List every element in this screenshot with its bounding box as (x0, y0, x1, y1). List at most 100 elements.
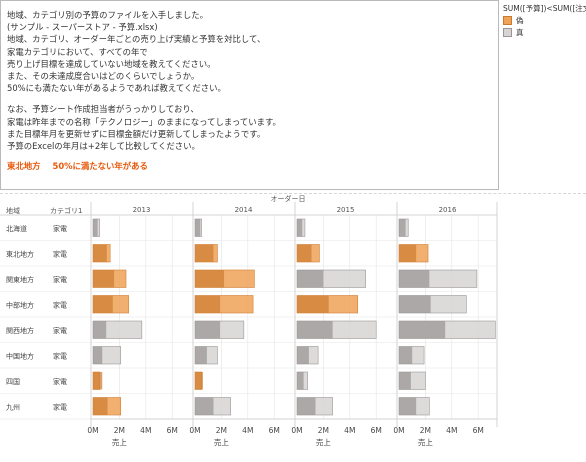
x-tick-label: 0M (291, 426, 302, 435)
x-tick-label: 0M (189, 426, 200, 435)
actual-bar (399, 397, 417, 415)
x-tick-label: 6M (269, 426, 280, 435)
actual-bar (399, 295, 431, 313)
region-label: 関西地方 (6, 326, 34, 335)
legend-swatch-true (503, 27, 512, 37)
answer-line: 東北地方 50%に満たない年がある (7, 160, 492, 172)
actual-bar (195, 270, 225, 288)
region-label: 中国地方 (6, 351, 34, 360)
x-tick-label: 6M (167, 426, 178, 435)
actual-bar (93, 244, 107, 262)
actual-bar (399, 321, 446, 339)
actual-bar (195, 219, 201, 237)
actual-bar (93, 372, 103, 390)
actual-bar (297, 270, 324, 288)
category-label: 家電 (53, 351, 67, 360)
actual-bar (93, 219, 98, 237)
question-line: 売り上げ目標を達成していない地域を教えてください。 (7, 58, 216, 69)
legend-title[interactable]: SUM([予算])<SUM([注文... (503, 4, 586, 13)
year-header: 2015 (337, 206, 355, 214)
actual-bar (195, 295, 221, 313)
legend-label-true: 真 (516, 27, 524, 37)
year-header: 2013 (133, 206, 151, 214)
actual-bar (195, 346, 207, 364)
question-line: 地域、カテゴリ別の予算のファイルを入手しました。 (7, 10, 208, 20)
x-tick-label: 4M (446, 426, 457, 435)
category-label: 家電 (53, 300, 67, 309)
question-line: 50%にも満たない年があるようであれば教えてください。 (7, 83, 226, 94)
question-line: なお、予算シート作成担当者がうっかりしており、 (7, 104, 199, 115)
row-header-category: カテゴリ1 (50, 206, 82, 215)
x-tick-label: 2M (420, 426, 431, 435)
actual-bar (195, 321, 221, 339)
region-label: 北海道 (6, 224, 27, 233)
region-label: 関東地方 (6, 275, 34, 284)
question-textbox: 地域、カテゴリ別の予算のファイルを入手しました。 (サンプル - スーパーストア … (0, 0, 499, 190)
actual-bar (297, 397, 316, 415)
x-tick-label: 0M (393, 426, 404, 435)
question-line: また、その未達成度合いはどのくらいでしょうか。 (7, 70, 200, 81)
actual-bar (399, 372, 411, 390)
actual-bar (297, 321, 333, 339)
question-line: 家電は昨年までの名称「テクノロジー」のままになってしまっています。 (7, 116, 281, 127)
answer-text: 50%に満たない年がある (52, 161, 148, 172)
year-header: 2016 (439, 206, 457, 214)
legend-swatch-false (503, 15, 512, 25)
x-tick-label: 4M (242, 426, 253, 435)
x-tick-label: 2M (318, 426, 329, 435)
x-axis-title: 売上 (214, 437, 229, 447)
question-line: (サンプル - スーパーストア - 予算.xlsx) (7, 22, 158, 33)
actual-bar (297, 244, 312, 262)
legend-item-false[interactable]: 偽 (503, 14, 586, 26)
x-axis-title: 売上 (418, 437, 433, 447)
region-label: 九州 (6, 402, 20, 411)
category-label: 家電 (53, 249, 67, 258)
color-legend: SUM([予算])<SUM([注文... 偽 真 (503, 3, 586, 38)
actual-bar (297, 219, 303, 237)
year-header: 2014 (235, 206, 253, 214)
category-label: 家電 (53, 275, 67, 284)
question-text: 地域、カテゴリ別の予算のファイルを入手しました。 (サンプル - スーパーストア … (7, 9, 492, 152)
region-label: 東北地方 (6, 249, 34, 258)
actual-bar (93, 270, 115, 288)
actual-bar (93, 295, 113, 313)
actual-bar (297, 346, 309, 364)
actual-bar (297, 295, 329, 313)
actual-bar (195, 244, 214, 262)
row-header-region: 地域 (6, 206, 20, 215)
actual-bar (195, 397, 214, 415)
actual-bar (399, 270, 430, 288)
column-header-orderdate: オーダー日 (271, 194, 306, 203)
x-axis-title: 売上 (316, 437, 331, 447)
category-label: 家電 (53, 326, 67, 335)
actual-bar (195, 372, 203, 390)
x-tick-label: 0M (87, 426, 98, 435)
actual-bar (399, 244, 417, 262)
actual-bar (93, 321, 107, 339)
actual-bar (399, 219, 406, 237)
x-axis-title: 売上 (112, 437, 127, 447)
x-tick-label: 2M (114, 426, 125, 435)
category-label: 家電 (53, 377, 67, 386)
question-line: 地域、カテゴリ、オーダー年ごとの売り上げ実績と予算を対比して、 (7, 34, 266, 45)
actual-bar (93, 397, 108, 415)
actual-bar (399, 346, 413, 364)
actual-bar (297, 372, 304, 390)
question-line: 家電カテゴリにおいて、すべての年で (7, 46, 148, 57)
x-tick-label: 6M (371, 426, 382, 435)
question-line: また目標年月を更新せずに目標金額だけ更新してしまったようです。 (7, 128, 266, 139)
section-divider (0, 193, 586, 194)
legend-item-true[interactable]: 真 (503, 26, 586, 38)
x-tick-label: 6M (473, 426, 484, 435)
question-line: 予算のExcelの年月は+2年して比較してください。 (7, 140, 200, 151)
region-label: 四国 (6, 378, 20, 386)
actual-bar (93, 346, 103, 364)
x-tick-label: 4M (140, 426, 151, 435)
answer-region: 東北地方 (7, 161, 41, 172)
category-label: 家電 (53, 224, 67, 233)
region-label: 中部地方 (6, 300, 34, 309)
x-tick-label: 4M (344, 426, 355, 435)
category-label: 家電 (53, 402, 67, 411)
x-tick-label: 2M (216, 426, 227, 435)
